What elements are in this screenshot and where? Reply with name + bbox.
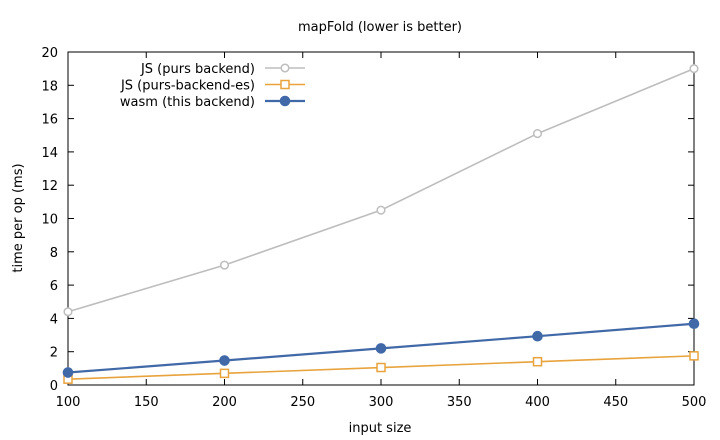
data-point: [688, 318, 700, 330]
x-tick-label: 150: [134, 395, 159, 410]
data-point: [219, 355, 230, 366]
chart-title: mapFold (lower is better): [298, 20, 462, 35]
data-point: [63, 307, 73, 317]
legend-label: wasm (this backend): [120, 95, 255, 110]
y-tick-label: 6: [50, 279, 58, 294]
data-point: [375, 343, 387, 354]
y-tick-label: 16: [41, 113, 58, 128]
x-tick-label: 200: [212, 395, 237, 410]
legend: JS (purs backend) JS (purs-backend-es)was…: [120, 62, 305, 110]
y-axis-title: time per op (ms): [11, 163, 26, 272]
series-group: [63, 351, 699, 384]
y-tick-label: 10: [41, 213, 58, 228]
y-tick-label: 2: [50, 346, 58, 361]
x-tick-label: 100: [56, 395, 81, 410]
y-tick-label: 18: [41, 79, 58, 94]
data-point: [689, 64, 699, 74]
legend-marker: [279, 95, 291, 107]
x-tick-label: 300: [369, 395, 394, 410]
x-tick-label: 400: [525, 395, 550, 410]
data-point: [376, 362, 386, 373]
data-point: [219, 260, 230, 270]
x-tick-label: 500: [682, 395, 707, 410]
y-tick-label: 14: [41, 146, 58, 161]
tick-labels: 100 150 200 250 300 350 400 450 500 0 2 4 6 8 10 12 14 16…: [41, 46, 706, 410]
data-point: [532, 356, 543, 367]
y-tick-label: 4: [50, 312, 58, 327]
legend-label: JS (purs backend): [140, 62, 255, 77]
y-tick-label: 20: [41, 46, 58, 61]
data-point: [376, 205, 386, 215]
series-layer: [62, 64, 700, 384]
series-group: [63, 64, 699, 317]
data-point: [689, 351, 699, 361]
legend-label: JS (purs-backend-es): [120, 79, 255, 94]
series-group: [62, 318, 700, 378]
y-tick-label: 0: [50, 379, 58, 394]
data-point: [532, 330, 543, 342]
data-point: [219, 368, 230, 379]
data-point: [62, 367, 74, 378]
x-tick-label: 450: [603, 395, 628, 410]
legend-marker: [280, 63, 290, 73]
data-point: [532, 129, 543, 139]
y-tick-label: 8: [50, 246, 58, 261]
y-tick-label: 12: [41, 179, 58, 194]
legend-marker: [280, 79, 290, 90]
x-axis-title: input size: [349, 421, 412, 436]
x-tick-label: 350: [447, 395, 472, 410]
x-tick-label: 250: [290, 395, 315, 410]
